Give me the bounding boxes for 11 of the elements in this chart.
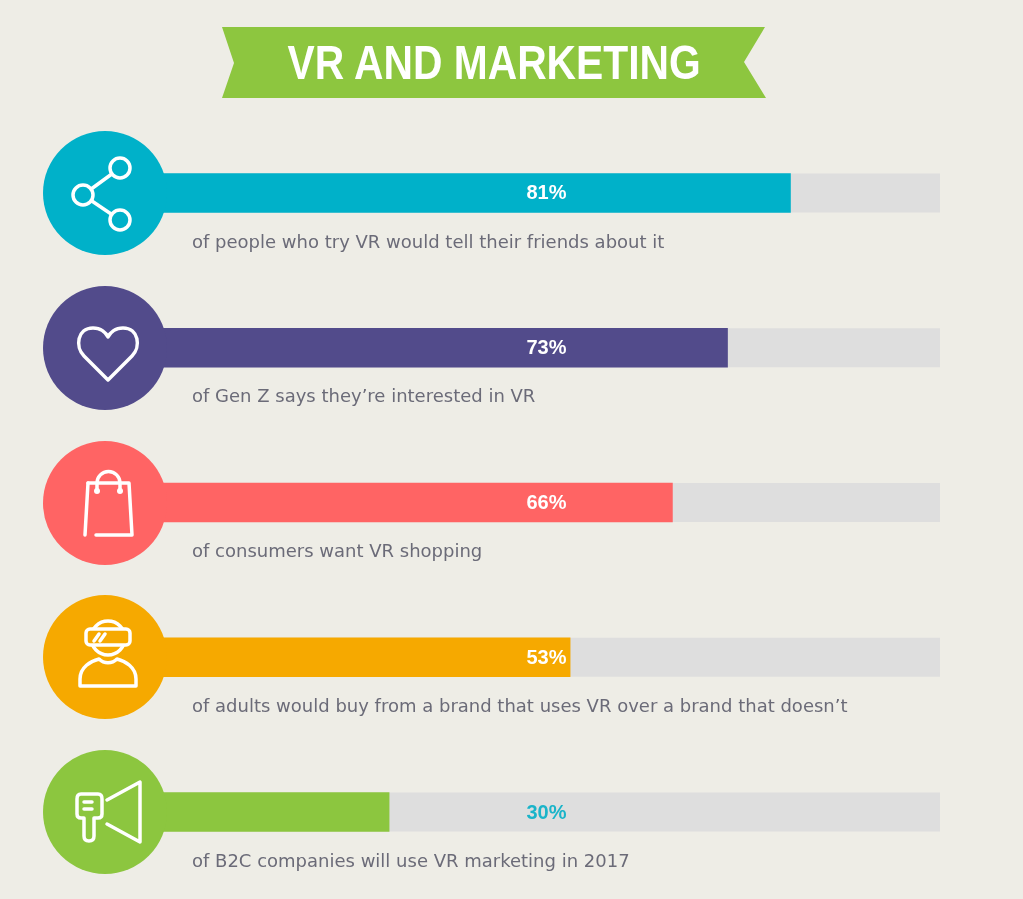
- data-label: 73%: [526, 336, 567, 359]
- y-tick-label: of adults would buy from a brand that uses VR over a brand that doesn’t: [192, 694, 848, 716]
- data-label: 30%: [526, 800, 567, 823]
- y-tick-label: of Gen Z says they’re interested in VR: [192, 385, 536, 407]
- y-tick-label: of B2C companies will use VR marketing in 2017: [192, 849, 630, 871]
- data-label: 66%: [526, 491, 567, 514]
- data-label: 81%: [526, 181, 567, 204]
- chart-title: VR AND MARKETING: [287, 35, 701, 89]
- data-label: 53%: [526, 645, 567, 668]
- y-tick-label: of people who try VR would tell their friends about it: [192, 230, 665, 252]
- y-tick-label: of consumers want VR shopping: [192, 540, 483, 562]
